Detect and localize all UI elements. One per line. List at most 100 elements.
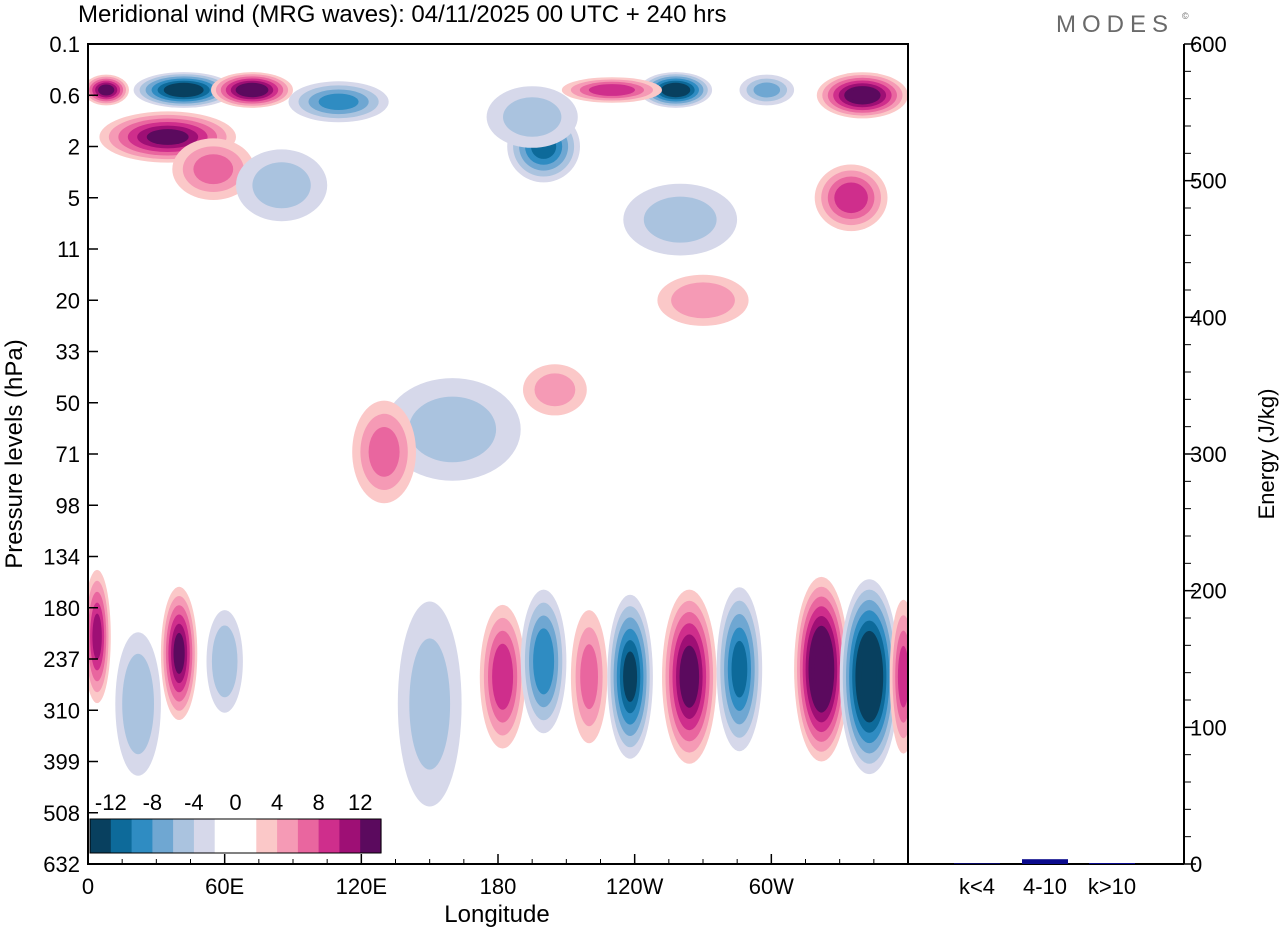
contour-band (122, 653, 154, 755)
colorbar-cell (131, 819, 153, 853)
contour-feature (716, 587, 763, 752)
contour-feature (211, 72, 293, 108)
contour-band (92, 613, 102, 660)
colorbar: -12 -8 -4 0 4 8 12 (89, 790, 382, 854)
contour-feature (889, 599, 908, 754)
contour-feature (479, 604, 526, 749)
x-tick-label: 60W (749, 874, 794, 899)
contour-band (588, 84, 636, 96)
contour-band (492, 643, 514, 710)
brand-mark: © (1182, 11, 1189, 21)
contour-band (580, 644, 598, 710)
energy-bar (1022, 859, 1068, 864)
contour-band (98, 84, 115, 96)
contour-band (503, 97, 562, 137)
contour-feature (523, 364, 587, 416)
y-tick-label: 11 (57, 237, 80, 262)
contour-band (368, 427, 400, 477)
y-tick-label: 50 (56, 391, 80, 416)
y-tick-label: 0.1 (49, 32, 80, 57)
colorbar-cell (360, 819, 382, 853)
energy-bar (1089, 863, 1135, 864)
contour-feature (814, 164, 888, 232)
contour-feature (662, 589, 717, 764)
contour-feature (570, 610, 608, 744)
colorbar-cell (90, 819, 112, 853)
contour-band (193, 154, 234, 185)
y-tick-label: 98 (56, 493, 80, 518)
y-tick-label: 134 (43, 545, 80, 570)
contour-feature (160, 586, 198, 721)
colorbar-label: 12 (348, 790, 372, 815)
colorbar-cell (256, 819, 278, 853)
colorbar-label: -8 (143, 790, 163, 815)
contour-band (861, 651, 877, 702)
contour-feature (657, 274, 749, 326)
contour-feature (384, 378, 521, 481)
energy-tick-label: 300 (1190, 442, 1227, 467)
contour-band (409, 638, 451, 770)
contour-band (849, 88, 876, 102)
colorbar-cell (152, 819, 174, 853)
contour-feature (794, 576, 849, 762)
contour-band (211, 625, 238, 698)
colorbar-cell (193, 819, 216, 853)
contour-feature (206, 610, 243, 713)
colorbar-label: -4 (184, 790, 204, 815)
x-tick-label: 120W (606, 874, 664, 899)
contour-feature (352, 400, 416, 504)
y-tick-label: 2 (68, 135, 80, 160)
energy-tick-label: 500 (1190, 169, 1227, 194)
contour-feature (397, 601, 462, 807)
contour-band (169, 85, 198, 95)
contour-band (834, 182, 868, 214)
contour-band (671, 282, 735, 319)
contour-feature (839, 579, 899, 775)
contour-feature (172, 138, 255, 200)
x-tick-label: 180 (480, 874, 517, 899)
contour-feature (486, 86, 578, 148)
contour-band (897, 645, 908, 708)
bar-category-label: k<4 (959, 874, 995, 899)
y-tick-label: 0.6 (49, 83, 80, 108)
contour-band (753, 82, 781, 98)
colorbar-label: -12 (95, 790, 127, 815)
y-tick-label: 33 (56, 340, 80, 365)
contour-band (318, 93, 359, 111)
contour-feature (288, 81, 389, 123)
contour-feature (623, 183, 738, 256)
bar-category-label: k>10 (1088, 874, 1136, 899)
contour-feature (236, 149, 328, 222)
contour-band (533, 628, 555, 695)
y-tick-label: 71 (56, 442, 80, 467)
y-tick-label: 237 (43, 647, 80, 672)
contour-plot (88, 44, 908, 864)
x-tick-label: 120E (336, 874, 387, 899)
colorbar-label: 4 (271, 790, 283, 815)
contour-feature (639, 72, 713, 108)
chart-title: Meridional wind (MRG waves): 04/11/2025 … (78, 1, 727, 28)
energy-tick-label: 100 (1190, 715, 1227, 740)
contour-band (534, 373, 576, 407)
contour-feature (816, 72, 908, 119)
y-tick-label: 20 (56, 288, 80, 313)
contour-band (665, 85, 686, 95)
y-tick-label: 399 (43, 750, 80, 775)
y-axis-label: Pressure levels (hPa) (1, 339, 28, 568)
x-tick-label: 0 (82, 874, 94, 899)
brand-logo: MODES (1056, 11, 1174, 38)
x-axis-label: Longitude (444, 901, 549, 928)
colorbar-cell (339, 819, 361, 853)
contour-band (240, 85, 264, 95)
colorbar-cell (277, 819, 299, 853)
colorbar-cell (173, 819, 195, 853)
contour-band (623, 651, 638, 702)
bar-category-label: 4-10 (1023, 874, 1067, 899)
contour-band (643, 196, 717, 243)
contour-band (814, 645, 829, 694)
colorbar-frame (89, 818, 382, 854)
contour-band (252, 162, 311, 209)
contour-feature (739, 74, 795, 106)
contour-band (408, 396, 497, 463)
